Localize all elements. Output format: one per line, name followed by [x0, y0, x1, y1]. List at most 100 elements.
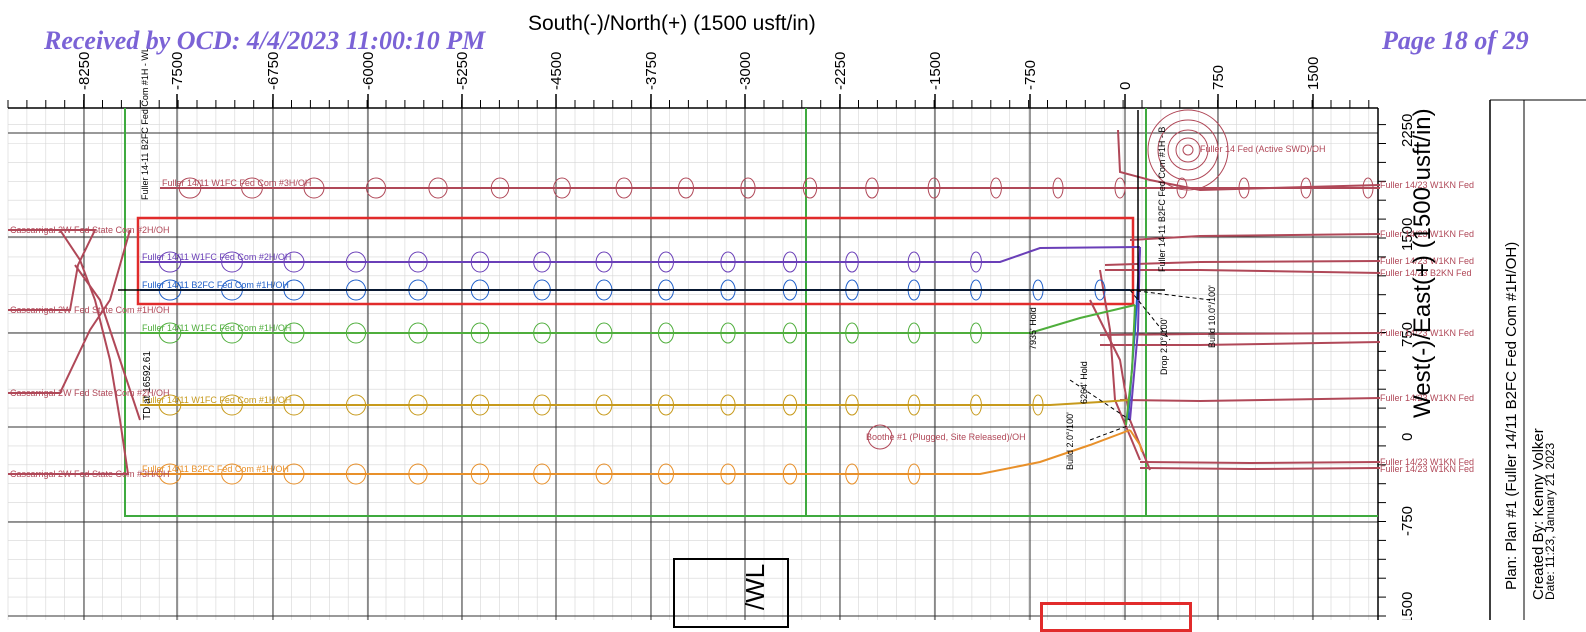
- wellpath-marker: [782, 463, 798, 485]
- left-vertical-label: Fuller 14-11 B2FC Fed Com #1H - WL: [140, 47, 150, 200]
- plan-date: Date: 11:23, January 21 2023: [1543, 442, 1557, 600]
- top-tick-label: 750: [1210, 65, 1227, 90]
- wellpath-marker: [1238, 177, 1250, 199]
- right-tick-label: -1500: [1399, 592, 1416, 620]
- wellpath-marker: [303, 177, 325, 199]
- axis-ticks: [7, 94, 1386, 620]
- offset-well-left: [8, 229, 141, 475]
- wellpath-marker: [845, 394, 859, 416]
- top-tick-label: -2250: [832, 52, 849, 90]
- wellpath-marker: [158, 394, 182, 416]
- top-tick-label: -5250: [454, 52, 471, 90]
- wellpath-marker: [158, 463, 182, 485]
- hold1-label: 7935' Hold: [1028, 307, 1038, 350]
- right-well-label: Fuller 14/23 W1KN Fed: [1380, 457, 1474, 467]
- wellpath-marker: [283, 322, 305, 344]
- wellpath-marker: [845, 322, 859, 344]
- wellpath-marker: [970, 322, 982, 344]
- right-well-label: Fuller 14/23 W1KN Fed: [1380, 464, 1474, 474]
- wellpath-marker: [1362, 177, 1374, 199]
- wellpath-marker: [490, 177, 510, 199]
- wellpath-line: [140, 399, 1131, 406]
- wellpath-marker: [615, 177, 633, 199]
- right-well-label: Fuller 14/23 W1KN Fed: [1380, 256, 1474, 266]
- wellpath-marker: [720, 322, 736, 344]
- right-well-label: Fuller 14/23 W1KN Fed: [1380, 328, 1474, 338]
- title-block-text: /WL: [740, 563, 770, 610]
- wellpath-marker: [533, 322, 551, 344]
- wellpath-marker: [283, 394, 305, 416]
- wellpath-marker: [365, 177, 387, 199]
- wellpath-marker: [970, 394, 982, 416]
- setback-box: [136, 216, 1135, 306]
- wellpath-marker: [470, 322, 490, 344]
- wellpath-marker: [1300, 177, 1312, 199]
- top-tick-label: -8250: [76, 52, 93, 90]
- right-axis-title: West(-)/East(+) (1500 usft/in): [1409, 108, 1436, 418]
- top-tick-label: -3750: [643, 52, 660, 90]
- wellpath-marker: [1032, 394, 1044, 416]
- right-tick-label: 0: [1399, 433, 1416, 441]
- wellpath-marker: [907, 251, 921, 273]
- wellpath-curve: [1125, 304, 1136, 426]
- wellpath-marker: [470, 251, 490, 273]
- top-tick-label: -7500: [169, 52, 186, 90]
- right-well-label: Fuller 14/23 W1KN Fed: [1380, 229, 1474, 239]
- drop-label: Drop 2.0°/100': [1159, 317, 1169, 375]
- wellpath-marker: [158, 251, 182, 273]
- wellpath-marker: [907, 463, 921, 485]
- red-stamp-box: [1040, 602, 1192, 632]
- title-block-box: [673, 558, 789, 628]
- right-well-label: Fuller 14/23 B2KN Fed: [1380, 268, 1472, 278]
- plan-name: Plan: Plan #1 (Fuller 14/11 B2FC Fed Com…: [1503, 241, 1520, 590]
- left-well-label: Cascarrigal 2W Fed State Com #2H/OH: [10, 225, 170, 235]
- wellpath-marker: [345, 322, 367, 344]
- swd-well-circles: [1147, 109, 1229, 191]
- received-stamp: Received by OCD: 4/4/2023 11:00:10 PM: [44, 26, 486, 55]
- wellpath-marker: [595, 251, 613, 273]
- top-axis-title: South(-)/North(+) (1500 usft/in): [528, 12, 816, 35]
- wellpath-marker: [283, 463, 305, 485]
- wellpath-label: Fuller 14/11 W1FC Fed Com #1H/OH: [142, 395, 291, 405]
- top-tick-label: 1500: [1305, 57, 1322, 90]
- right-well-label: Fuller 14/23 W1KN Fed: [1380, 393, 1474, 403]
- wellpath-marker: [595, 463, 613, 485]
- right-tick-label: -750: [1399, 506, 1416, 536]
- right-tick-label: 750: [1399, 322, 1416, 347]
- wellpath-marker: [533, 394, 551, 416]
- top-tick-label: -4500: [548, 52, 565, 90]
- left-well-label: Cascarrigal 2W Fed State Com #3H/OH: [10, 469, 170, 479]
- wellpath-marker: [907, 394, 921, 416]
- boothe-well-marker: [867, 424, 893, 450]
- wellpath-label: Fuller 14/11 B2FC Fed Com #1H/OH: [142, 280, 289, 290]
- wellpath-marker: [553, 177, 571, 199]
- wellpath-marker: [678, 177, 694, 199]
- wellpath-marker: [470, 394, 490, 416]
- wellpath-marker: [782, 322, 798, 344]
- left-well-label: Cascarrigal 2W Fed State Com #2H/OH: [10, 388, 170, 398]
- wellpath-marker: [595, 394, 613, 416]
- hold2-label: 6264' Hold: [1079, 361, 1089, 404]
- wellpath-marker: [782, 251, 798, 273]
- wellpath-marker: [970, 251, 982, 273]
- wellpath-marker: [845, 463, 859, 485]
- wellpath-marker: [658, 394, 674, 416]
- wellpath-marker: [428, 177, 448, 199]
- wellpath-marker: [345, 394, 367, 416]
- wellpath-marker: [658, 251, 674, 273]
- lease-boundary: [124, 108, 1378, 517]
- wl-label: Fuller 14-11 B2FC Fed Com #1H - B: [1157, 127, 1167, 272]
- right-tick-labels: 2250 1500 750 0 -750 -1500: [1399, 114, 1416, 620]
- wellpath-marker: [470, 463, 490, 485]
- top-tick-label: -6750: [265, 52, 282, 90]
- construction-lines: [1069, 289, 1211, 441]
- wellpath-marker: [782, 394, 798, 416]
- wellpath-marker: [990, 177, 1002, 199]
- wellpath-line: [140, 304, 1136, 334]
- wellpath-marker: [740, 177, 756, 199]
- wellpath-marker: [408, 463, 428, 485]
- wellpath-marker: [720, 394, 736, 416]
- boothe-label: Boothe #1 (Plugged, Site Released)/OH: [866, 432, 1026, 442]
- wellpath-curve: [1129, 429, 1143, 453]
